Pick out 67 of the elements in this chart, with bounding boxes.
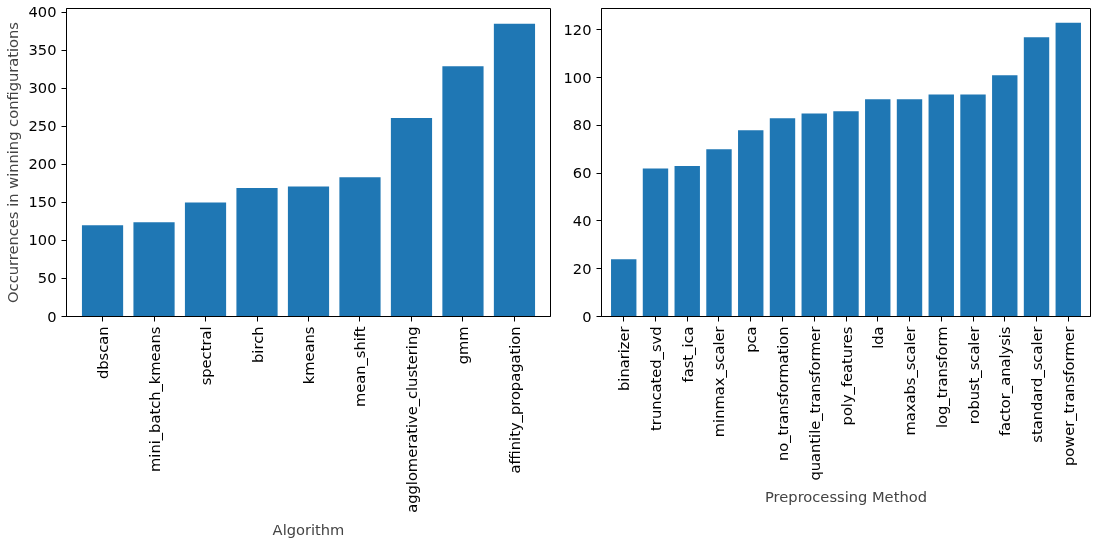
x-tick-label: lda	[869, 326, 887, 349]
bar	[801, 113, 827, 317]
bar	[833, 111, 859, 317]
bar	[928, 94, 954, 317]
y-tick-label: 100	[563, 68, 592, 86]
x-tick-label: power_transformer	[1059, 325, 1077, 467]
x-tick-label: dbscan	[94, 326, 112, 380]
x-tick-label: quantile_transformer	[805, 325, 823, 481]
y-tick-label: 400	[28, 3, 57, 21]
y-tick-label: 250	[28, 117, 57, 135]
x-tick-label: truncated_svd	[646, 326, 664, 431]
bar	[236, 187, 278, 317]
bar	[1023, 37, 1050, 317]
x-tick-label: kmeans	[300, 326, 317, 385]
bar	[960, 94, 986, 317]
x-tick-label: mean_shift	[351, 326, 369, 408]
x-tick-label: birch	[248, 326, 266, 363]
bar	[339, 177, 381, 317]
y-tick-label: 300	[28, 79, 57, 97]
x-tick-label: no_transformation	[773, 326, 791, 461]
bar	[674, 166, 700, 317]
x-tick-label: fast_ica	[678, 326, 696, 383]
bar	[896, 99, 923, 317]
x-tick-label: binarizer	[615, 325, 633, 391]
x-tick-label: minmax_scaler	[710, 325, 728, 438]
y-tick-label: 100	[28, 231, 57, 249]
y-tick-label: 20	[572, 259, 592, 277]
y-tick-label: 120	[563, 20, 592, 38]
x-tick-label: spectral	[197, 326, 215, 386]
y-tick-label: 0	[582, 307, 592, 325]
y-tick-label: 0	[47, 307, 57, 325]
x-tick-label: standard_scaler	[1028, 325, 1046, 443]
bar	[992, 75, 1018, 317]
x-tick-label: mini_batch_kmeans	[145, 326, 163, 472]
y-tick-label: 40	[572, 212, 592, 229]
bar	[611, 259, 637, 317]
bar	[184, 202, 227, 317]
bar	[390, 118, 433, 317]
x-tick-label: log_transform	[932, 326, 950, 429]
bar	[287, 186, 330, 317]
bar	[442, 66, 484, 317]
x-tick-label: agglomerative_clustering	[402, 326, 420, 513]
x-tick-label: affinity_propagation	[505, 326, 523, 474]
bar	[769, 118, 796, 317]
bar	[1055, 22, 1081, 317]
x-tick-label: maxabs_scaler	[901, 325, 919, 436]
y-tick-label: 200	[28, 155, 57, 173]
x-tick-label: poly_features	[837, 326, 855, 426]
bar	[81, 225, 124, 317]
y-tick-label: 350	[28, 41, 57, 59]
bar	[738, 130, 764, 317]
x-axis-title: Algorithm	[272, 520, 345, 538]
bar	[493, 23, 536, 317]
bar	[865, 99, 891, 317]
x-tick-label: gmm	[454, 326, 472, 365]
x-tick-label: pca	[742, 326, 760, 353]
x-axis-title: Preprocessing Method	[765, 488, 927, 506]
bar	[642, 168, 669, 317]
x-tick-label: robust_scaler	[964, 325, 982, 425]
y-tick-label: 150	[28, 193, 57, 211]
y-tick-label: 50	[37, 269, 57, 287]
x-tick-label: factor_analysis	[996, 326, 1014, 437]
bar	[706, 149, 732, 317]
y-tick-label: 80	[572, 116, 592, 134]
bar	[133, 222, 175, 317]
y-tick-label: 60	[572, 164, 592, 182]
y-axis-title: Occurrences in winning configurations	[3, 22, 21, 303]
